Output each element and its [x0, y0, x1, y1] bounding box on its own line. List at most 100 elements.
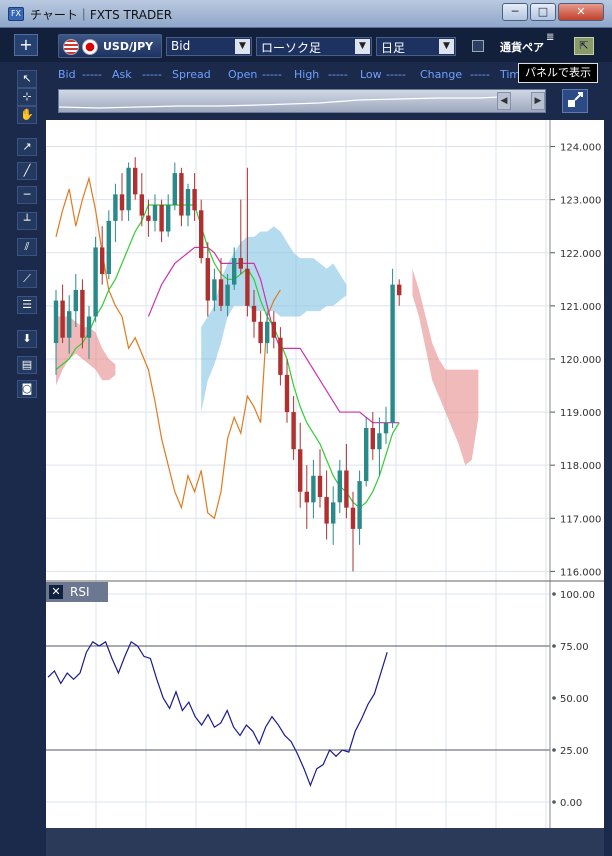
- candle-body: [311, 475, 316, 503]
- candle-body: [80, 289, 85, 338]
- candle-body: [291, 412, 296, 450]
- panel-tooltip: パネルで表示: [518, 63, 598, 83]
- pointer-icon[interactable]: ↖: [17, 70, 37, 88]
- nav-right-button[interactable]: ▶: [531, 92, 545, 110]
- rsi-line: [47, 640, 388, 788]
- jp-flag-icon: [82, 39, 98, 55]
- kumo-cloud-red: [412, 268, 479, 466]
- y-tick-label: 123.000: [560, 196, 601, 207]
- vertical-line-icon[interactable]: ┴: [17, 212, 37, 230]
- candle-body: [93, 247, 98, 317]
- ask-label: Ask: [112, 68, 132, 81]
- crosshair-icon[interactable]: ⊹: [17, 88, 37, 106]
- hand-icon[interactable]: ✋: [17, 106, 37, 124]
- nav-left-button[interactable]: ◀: [497, 92, 511, 110]
- y-tick-label: 50.00: [560, 694, 589, 705]
- zoom-button[interactable]: [562, 89, 588, 113]
- chart-type-value: ローソク足: [261, 41, 322, 55]
- chevron-down-icon: ▼: [235, 39, 250, 54]
- candle-body: [146, 215, 151, 221]
- candle-body: [133, 167, 138, 195]
- ask-value: -----: [142, 68, 162, 81]
- minimize-button[interactable]: ─: [502, 3, 528, 21]
- low-value: -----: [386, 68, 406, 81]
- candle-body: [152, 204, 158, 221]
- rsi-chart[interactable]: 100.00 75.00 50.00 25.00 0.00: [46, 582, 604, 828]
- y-tick-label: 100.00: [560, 590, 595, 601]
- candle-body: [185, 189, 191, 216]
- y-tick-label: 75.00: [560, 642, 589, 653]
- fib-fan-icon[interactable]: ⟋: [17, 270, 37, 288]
- window-titlebar: FX チャート｜FXTS TRADER ─ □ ✕: [0, 0, 612, 28]
- close-icon[interactable]: ✕: [49, 585, 63, 599]
- kumo-cloud-red: [56, 316, 116, 386]
- trendline-icon[interactable]: ↗: [17, 138, 37, 156]
- candle-body: [245, 268, 250, 306]
- symbol-selector[interactable]: USD/JPY: [58, 34, 162, 58]
- pair-checkbox[interactable]: [472, 40, 484, 52]
- chevron-down-icon: ▼: [439, 39, 454, 54]
- fib-retracement-icon[interactable]: ☰: [17, 296, 37, 314]
- candle-body: [166, 204, 171, 232]
- close-button[interactable]: ✕: [558, 3, 604, 21]
- chikou-span-line: [55, 176, 281, 520]
- candle-body: [278, 337, 283, 375]
- candle-body: [159, 204, 164, 232]
- candle-body: [73, 289, 78, 312]
- candle-body: [390, 284, 395, 423]
- camera-icon[interactable]: ◙: [17, 380, 37, 398]
- candle-body: [271, 321, 276, 338]
- bid-label: Bid: [58, 68, 76, 81]
- candle-body: [119, 194, 125, 211]
- navigator-overview: [59, 96, 500, 109]
- chart-area[interactable]: 124.000 123.000 122.000 121.000 120.000 119.0…: [46, 120, 604, 828]
- rsi-title: RSI: [70, 585, 90, 599]
- horizontal-line-icon[interactable]: ─: [17, 186, 37, 204]
- candle-body: [357, 481, 362, 529]
- y-tick-label: 116.000: [560, 567, 601, 578]
- line-icon[interactable]: ╱: [17, 162, 37, 180]
- candle-body: [225, 284, 230, 306]
- channel-icon[interactable]: ⫽: [17, 238, 37, 256]
- price-chart[interactable]: 124.000 123.000 122.000 121.000 120.000 119.0…: [46, 120, 604, 582]
- change-value: -----: [470, 68, 490, 81]
- y-tick-label: 120.000: [560, 355, 601, 366]
- maximize-button[interactable]: □: [530, 3, 556, 21]
- y-tick-mark: [552, 592, 556, 596]
- candle-body: [192, 189, 197, 211]
- candle-body: [126, 167, 131, 211]
- add-chart-button[interactable]: +: [14, 34, 38, 56]
- download-icon[interactable]: ⬇: [17, 330, 37, 348]
- chart-navigator[interactable]: ◀ ▶: [58, 89, 546, 113]
- symbol-label: USD/JPY: [103, 40, 154, 53]
- y-tick-label: 118.000: [560, 461, 601, 472]
- y-tick-mark: [552, 800, 556, 804]
- panel-view-button[interactable]: ⇱: [574, 37, 594, 55]
- candle-body: [350, 507, 356, 529]
- change-label: Change: [420, 68, 463, 81]
- rsi-panel-header: ✕ RSI: [46, 582, 108, 602]
- candle-body: [304, 491, 309, 503]
- y-tick-label: 117.000: [560, 514, 601, 525]
- kumo-cloud-blue: [201, 226, 347, 413]
- y-tick-label: 122.000: [560, 249, 601, 260]
- y-tick-mark: [552, 748, 556, 752]
- pair-button[interactable]: 通貨ペア: [500, 41, 544, 54]
- candle-body: [53, 300, 59, 344]
- chart-type-select[interactable]: ローソク足 ▼: [256, 37, 372, 56]
- chart-toolbar: + USD/JPY Bid ▼ ローソク足 ▼ 日足 ▼ 通貨ペア ≣ ⇱: [0, 28, 612, 62]
- fx-logo-icon: FX: [8, 7, 24, 21]
- candle-body: [205, 258, 210, 301]
- candle-body: [67, 311, 72, 338]
- open-value: -----: [262, 68, 282, 81]
- open-label: Open: [228, 68, 258, 81]
- menu-icon[interactable]: ≣: [546, 32, 555, 43]
- price-type-select[interactable]: Bid ▼: [166, 37, 252, 56]
- candle-body: [113, 194, 118, 221]
- list-icon[interactable]: ▤: [17, 356, 37, 374]
- high-label: High: [294, 68, 320, 81]
- candle-body: [60, 300, 65, 338]
- timeframe-select[interactable]: 日足 ▼: [376, 37, 456, 56]
- candle-body: [284, 374, 290, 413]
- candle-body: [86, 316, 92, 338]
